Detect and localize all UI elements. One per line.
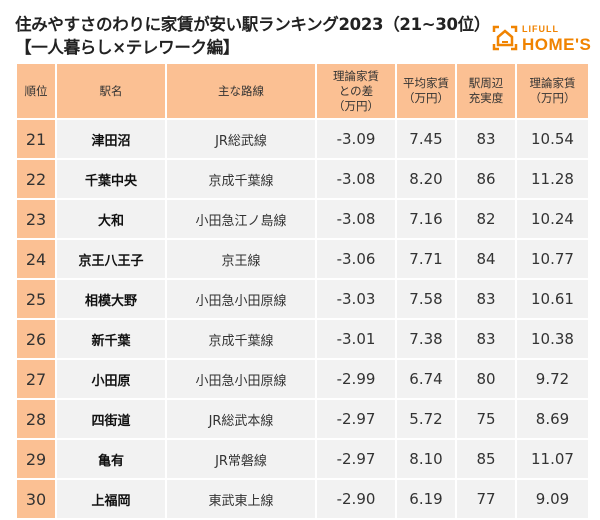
table-row: 30 上福岡 東武東上線 -2.90 6.19 77 9.09: [15, 478, 590, 520]
header-diff: 理論家賃 との差 （万円）: [315, 64, 397, 120]
table-row: 22 千葉中央 京成千葉線 -3.08 8.20 86 11.28: [15, 158, 590, 200]
ranking-table: 順位 駅名 主な路線 理論家賃 との差 （万円） 平均家賃 （万円） 駅周辺 充実度 理論家賃 （万円…: [15, 64, 590, 520]
cell-theory-rent: 11.28: [515, 158, 590, 200]
cell-avg-rent: 7.71: [395, 238, 457, 280]
cell-diff: -3.08: [315, 198, 397, 240]
table-row: 26 新千葉 京成千葉線 -3.01 7.38 83 10.38: [15, 318, 590, 360]
cell-diff: -3.01: [315, 318, 397, 360]
page-title: 住みやすさのわりに家賃が安い駅ランキング2023（21~30位） 【一人暮らし×…: [15, 13, 490, 59]
header-theory-rent: 理論家賃 （万円）: [515, 64, 590, 120]
cell-amenity: 84: [455, 238, 517, 280]
cell-station: 亀有: [55, 438, 167, 480]
cell-amenity: 85: [455, 438, 517, 480]
cell-station: 小田原: [55, 358, 167, 400]
cell-rank: 26: [15, 318, 57, 360]
cell-diff: -3.03: [315, 278, 397, 320]
cell-line: 京成千葉線: [165, 318, 317, 360]
cell-avg-rent: 6.74: [395, 358, 457, 400]
cell-avg-rent: 6.19: [395, 478, 457, 520]
cell-theory-rent: 10.77: [515, 238, 590, 280]
cell-line: JR総武本線: [165, 398, 317, 440]
cell-line: 小田急小田原線: [165, 358, 317, 400]
cell-station: 上福岡: [55, 478, 167, 520]
header-avg-rent: 平均家賃 （万円）: [395, 64, 457, 120]
cell-avg-rent: 8.10: [395, 438, 457, 480]
cell-rank: 29: [15, 438, 57, 480]
cell-diff: -3.08: [315, 158, 397, 200]
logo-bottom: HOME'S: [522, 35, 592, 54]
table-row: 27 小田原 小田急小田原線 -2.99 6.74 80 9.72: [15, 358, 590, 400]
cell-rank: 22: [15, 158, 57, 200]
cell-theory-rent: 9.09: [515, 478, 590, 520]
header-station: 駅名: [55, 64, 167, 120]
table-row: 21 津田沼 JR総武線 -3.09 7.45 83 10.54: [15, 118, 590, 160]
cell-rank: 30: [15, 478, 57, 520]
cell-station: 相模大野: [55, 278, 167, 320]
cell-station: 新千葉: [55, 318, 167, 360]
cell-avg-rent: 7.16: [395, 198, 457, 240]
table-row: 28 四街道 JR総武本線 -2.97 5.72 75 8.69: [15, 398, 590, 440]
title-line-1: 住みやすさのわりに家賃が安い駅ランキング2023（21~30位）: [15, 15, 491, 34]
cell-avg-rent: 7.45: [395, 118, 457, 160]
table-row: 25 相模大野 小田急小田原線 -3.03 7.58 83 10.61: [15, 278, 590, 320]
cell-station: 四街道: [55, 398, 167, 440]
cell-theory-rent: 11.07: [515, 438, 590, 480]
header-amenity: 駅周辺 充実度: [455, 64, 517, 120]
cell-station: 津田沼: [55, 118, 167, 160]
cell-station: 京王八王子: [55, 238, 167, 280]
cell-avg-rent: 7.58: [395, 278, 457, 320]
title-line-2: 【一人暮らし×テレワーク編】: [15, 38, 240, 57]
cell-line: JR常磐線: [165, 438, 317, 480]
cell-line: 小田急小田原線: [165, 278, 317, 320]
cell-line: 小田急江ノ島線: [165, 198, 317, 240]
cell-amenity: 75: [455, 398, 517, 440]
cell-amenity: 83: [455, 118, 517, 160]
cell-amenity: 86: [455, 158, 517, 200]
cell-rank: 21: [15, 118, 57, 160]
cell-diff: -2.97: [315, 438, 397, 480]
cell-line: 京成千葉線: [165, 158, 317, 200]
table-row: 23 大和 小田急江ノ島線 -3.08 7.16 82 10.24: [15, 198, 590, 240]
cell-theory-rent: 9.72: [515, 358, 590, 400]
cell-avg-rent: 5.72: [395, 398, 457, 440]
cell-rank: 28: [15, 398, 57, 440]
cell-amenity: 82: [455, 198, 517, 240]
cell-diff: -2.97: [315, 398, 397, 440]
house-icon: [492, 25, 518, 50]
cell-station: 千葉中央: [55, 158, 167, 200]
cell-theory-rent: 8.69: [515, 398, 590, 440]
cell-rank: 25: [15, 278, 57, 320]
cell-diff: -3.06: [315, 238, 397, 280]
header-rank: 順位: [15, 64, 57, 120]
cell-diff: -2.90: [315, 478, 397, 520]
cell-rank: 27: [15, 358, 57, 400]
cell-amenity: 83: [455, 278, 517, 320]
cell-line: 京王線: [165, 238, 317, 280]
cell-theory-rent: 10.54: [515, 118, 590, 160]
header-line: 主な路線: [165, 64, 317, 120]
cell-rank: 24: [15, 238, 57, 280]
cell-theory-rent: 10.24: [515, 198, 590, 240]
cell-line: JR総武線: [165, 118, 317, 160]
cell-avg-rent: 7.38: [395, 318, 457, 360]
cell-amenity: 80: [455, 358, 517, 400]
table-row: 29 亀有 JR常磐線 -2.97 8.10 85 11.07: [15, 438, 590, 480]
cell-theory-rent: 10.61: [515, 278, 590, 320]
cell-amenity: 77: [455, 478, 517, 520]
lifull-homes-logo: LIFULL HOME'S: [492, 22, 591, 53]
table-row: 24 京王八王子 京王線 -3.06 7.71 84 10.77: [15, 238, 590, 280]
cell-line: 東武東上線: [165, 478, 317, 520]
header-row: 順位 駅名 主な路線 理論家賃 との差 （万円） 平均家賃 （万円） 駅周辺 充実度 理論家賃 （万円…: [15, 64, 590, 120]
logo-top: LIFULL: [522, 24, 559, 34]
cell-avg-rent: 8.20: [395, 158, 457, 200]
cell-station: 大和: [55, 198, 167, 240]
cell-amenity: 83: [455, 318, 517, 360]
cell-diff: -2.99: [315, 358, 397, 400]
cell-diff: -3.09: [315, 118, 397, 160]
cell-theory-rent: 10.38: [515, 318, 590, 360]
cell-rank: 23: [15, 198, 57, 240]
